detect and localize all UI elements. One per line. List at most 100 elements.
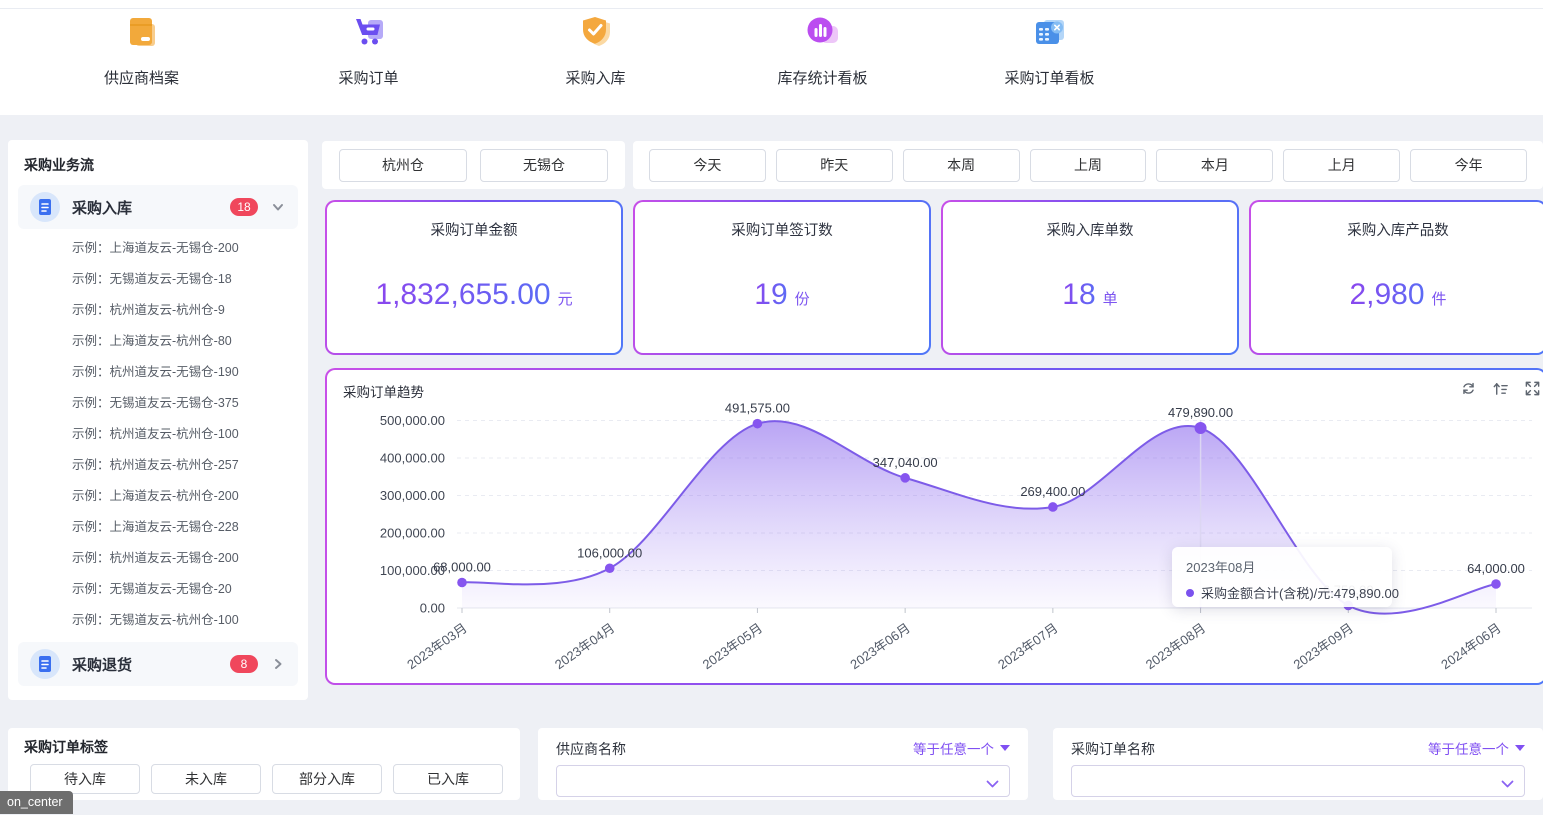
data-point[interactable] (1491, 579, 1501, 589)
order-name-select[interactable] (1071, 765, 1525, 797)
stat-value: 19 (754, 278, 788, 311)
sidebar-group-purchase-return[interactable]: 采购退货 8 (18, 642, 298, 686)
sort-icon[interactable] (1492, 380, 1509, 397)
supplier-filter-card: 供应商名称 等于任意一个 (538, 728, 1028, 800)
order-tag-button[interactable]: 部分入库 (272, 764, 382, 794)
series-dot-icon (1186, 588, 1194, 597)
sidebar-example-item[interactable]: 示例：上海道友云-杭州仓-80 (72, 334, 232, 348)
sidebar-example-item[interactable]: 示例：上海道友云-杭州仓-200 (72, 489, 239, 503)
chart-toolbar (1460, 380, 1541, 397)
stat-value: 1,832,655.00 (375, 278, 551, 311)
order-tags-title: 采购订单标签 (24, 739, 108, 755)
order-tag-button[interactable]: 已入库 (393, 764, 503, 794)
sidebar-example-item[interactable]: 示例：无锡道友云-无锡仓-20 (72, 582, 232, 596)
order-name-label: 采购订单名称 (1071, 741, 1155, 757)
stat-title: 采购订单签订数 (731, 223, 833, 239)
stat-value: 2,980 (1349, 278, 1425, 311)
order-tag-button[interactable]: 待入库 (30, 764, 140, 794)
sidebar-group-purchase-inbound[interactable]: 采购入库 18 (18, 185, 298, 229)
order-tags-card: 采购订单标签 待入库 未入库 部分入库 已入库 (8, 728, 520, 800)
operator-label: 等于任意一个 (913, 742, 994, 757)
purchase-cart-icon (349, 13, 389, 58)
chart-tooltip: 2023年08月 采购金额合计(含税)/元:479,890.00 (1172, 547, 1399, 607)
warehouse-filter-button[interactable]: 无锡仓 (480, 148, 608, 182)
chevron-right-icon[interactable] (270, 656, 286, 672)
document-icon (30, 649, 60, 679)
stat-value-row: 19 份 (635, 278, 929, 312)
refresh-icon[interactable] (1460, 380, 1477, 397)
fullscreen-icon[interactable] (1524, 380, 1541, 397)
data-point[interactable] (604, 563, 615, 574)
nav-item-label: 供应商档案 (103, 70, 179, 87)
supplier-name-label: 供应商名称 (556, 741, 626, 757)
order-tag-button[interactable]: 未入库 (151, 764, 261, 794)
chart-card: 采购订单趋势 0.00 100,000.00 200,000.00 300,000.0… (325, 368, 1543, 685)
supplier-operator-dropdown[interactable]: 等于任意一个 (913, 738, 1010, 758)
date-filter-button[interactable]: 本月 (1156, 148, 1274, 182)
stat-unit: 元 (557, 291, 573, 308)
stat-value-row: 2,980 件 (1251, 278, 1543, 312)
order-operator-dropdown[interactable]: 等于任意一个 (1428, 738, 1525, 758)
sidebar-example-item[interactable]: 示例：无锡道友云-无锡仓-18 (72, 272, 232, 286)
data-point[interactable] (1048, 502, 1058, 512)
warehouse-filter-button[interactable]: 杭州仓 (339, 148, 467, 182)
date-filter-button[interactable]: 上月 (1283, 148, 1401, 182)
nav-item-1[interactable]: 供应商档案 (28, 13, 255, 88)
x-axis-tick-label: 2023年08月 (1143, 620, 1208, 672)
sidebar-title: 采购业务流 (24, 157, 94, 173)
nav-item-4[interactable]: 库存统计看板 (709, 13, 936, 88)
count-badge: 18 (230, 198, 258, 216)
data-point-label: 347,040.00 (873, 455, 938, 470)
sidebar-example-item[interactable]: 示例：无锡道友云-杭州仓-100 (72, 613, 239, 627)
caret-down-icon (1000, 745, 1010, 751)
data-point[interactable] (752, 418, 763, 429)
sidebar: 采购业务流 采购入库 18 示例：上海道友云-无锡仓-200 示例：无锡道友云-无… (8, 140, 308, 700)
x-axis-tick-label: 2023年03月 (404, 620, 469, 672)
status-bar: on_center (0, 791, 73, 814)
order-board-icon (1030, 13, 1070, 58)
divider (0, 8, 1543, 9)
date-filter-button[interactable]: 上周 (1029, 148, 1147, 182)
chevron-down-icon (1501, 776, 1514, 794)
order-tag-buttons: 待入库 未入库 部分入库 已入库 (30, 764, 503, 794)
nav-item-3[interactable]: 采购入库 (482, 13, 709, 88)
nav-item-2[interactable]: 采购订单 (255, 13, 482, 88)
y-axis-tick-label: 400,000.00 (380, 451, 445, 466)
data-point-label: 106,000.00 (577, 545, 642, 560)
sidebar-example-item[interactable]: 示例：杭州道友云-杭州仓-9 (72, 303, 225, 317)
y-axis-tick-label: 100,000.00 (380, 563, 445, 578)
sidebar-example-item[interactable]: 示例：杭州道友云-杭州仓-257 (72, 458, 239, 472)
date-filter-button[interactable]: 今天 (649, 148, 766, 182)
data-point-label: 269,400.00 (1020, 484, 1085, 499)
stat-value: 18 (1062, 278, 1096, 311)
x-axis-tick-label: 2023年04月 (552, 620, 617, 672)
sidebar-example-item[interactable]: 示例：上海道友云-无锡仓-200 (72, 241, 239, 255)
stat-title: 采购入库单数 (1046, 223, 1134, 239)
date-filter-button[interactable]: 昨天 (775, 148, 893, 182)
stat-card-4: 采购入库产品数 2,980 件 (1249, 200, 1543, 355)
inventory-chart-icon (803, 13, 843, 58)
chevron-down-icon[interactable] (270, 199, 286, 215)
data-point[interactable] (457, 577, 467, 588)
sidebar-example-item[interactable]: 示例：上海道友云-无锡仓-228 (72, 520, 239, 534)
sidebar-example-item[interactable]: 示例：杭州道友云-无锡仓-200 (72, 551, 239, 565)
y-axis-tick-label: 300,000.00 (380, 488, 445, 503)
date-filter-button[interactable]: 今年 (1410, 148, 1528, 182)
sidebar-example-item[interactable]: 示例：杭州道友云-杭州仓-100 (72, 427, 239, 441)
nav-item-label: 采购入库 (565, 70, 626, 87)
sidebar-example-item[interactable]: 示例：杭州道友云-无锡仓-190 (72, 365, 239, 379)
data-point[interactable] (1194, 422, 1207, 435)
stat-unit: 单 (1102, 291, 1118, 308)
sidebar-example-item[interactable]: 示例：无锡道友云-无锡仓-375 (72, 396, 239, 410)
date-filter-button[interactable]: 本周 (902, 148, 1020, 182)
stat-unit: 份 (794, 291, 810, 308)
group-label: 采购入库 (72, 199, 133, 217)
data-point[interactable] (900, 473, 910, 483)
group-label: 采购退货 (72, 656, 133, 674)
chart-title: 采购订单趋势 (343, 385, 424, 400)
x-axis-tick-label: 2023年07月 (995, 620, 1060, 672)
nav-item-5[interactable]: 采购订单看板 (936, 13, 1163, 88)
y-axis-tick-label: 0.00 (420, 601, 445, 616)
supplier-select[interactable] (556, 765, 1010, 797)
